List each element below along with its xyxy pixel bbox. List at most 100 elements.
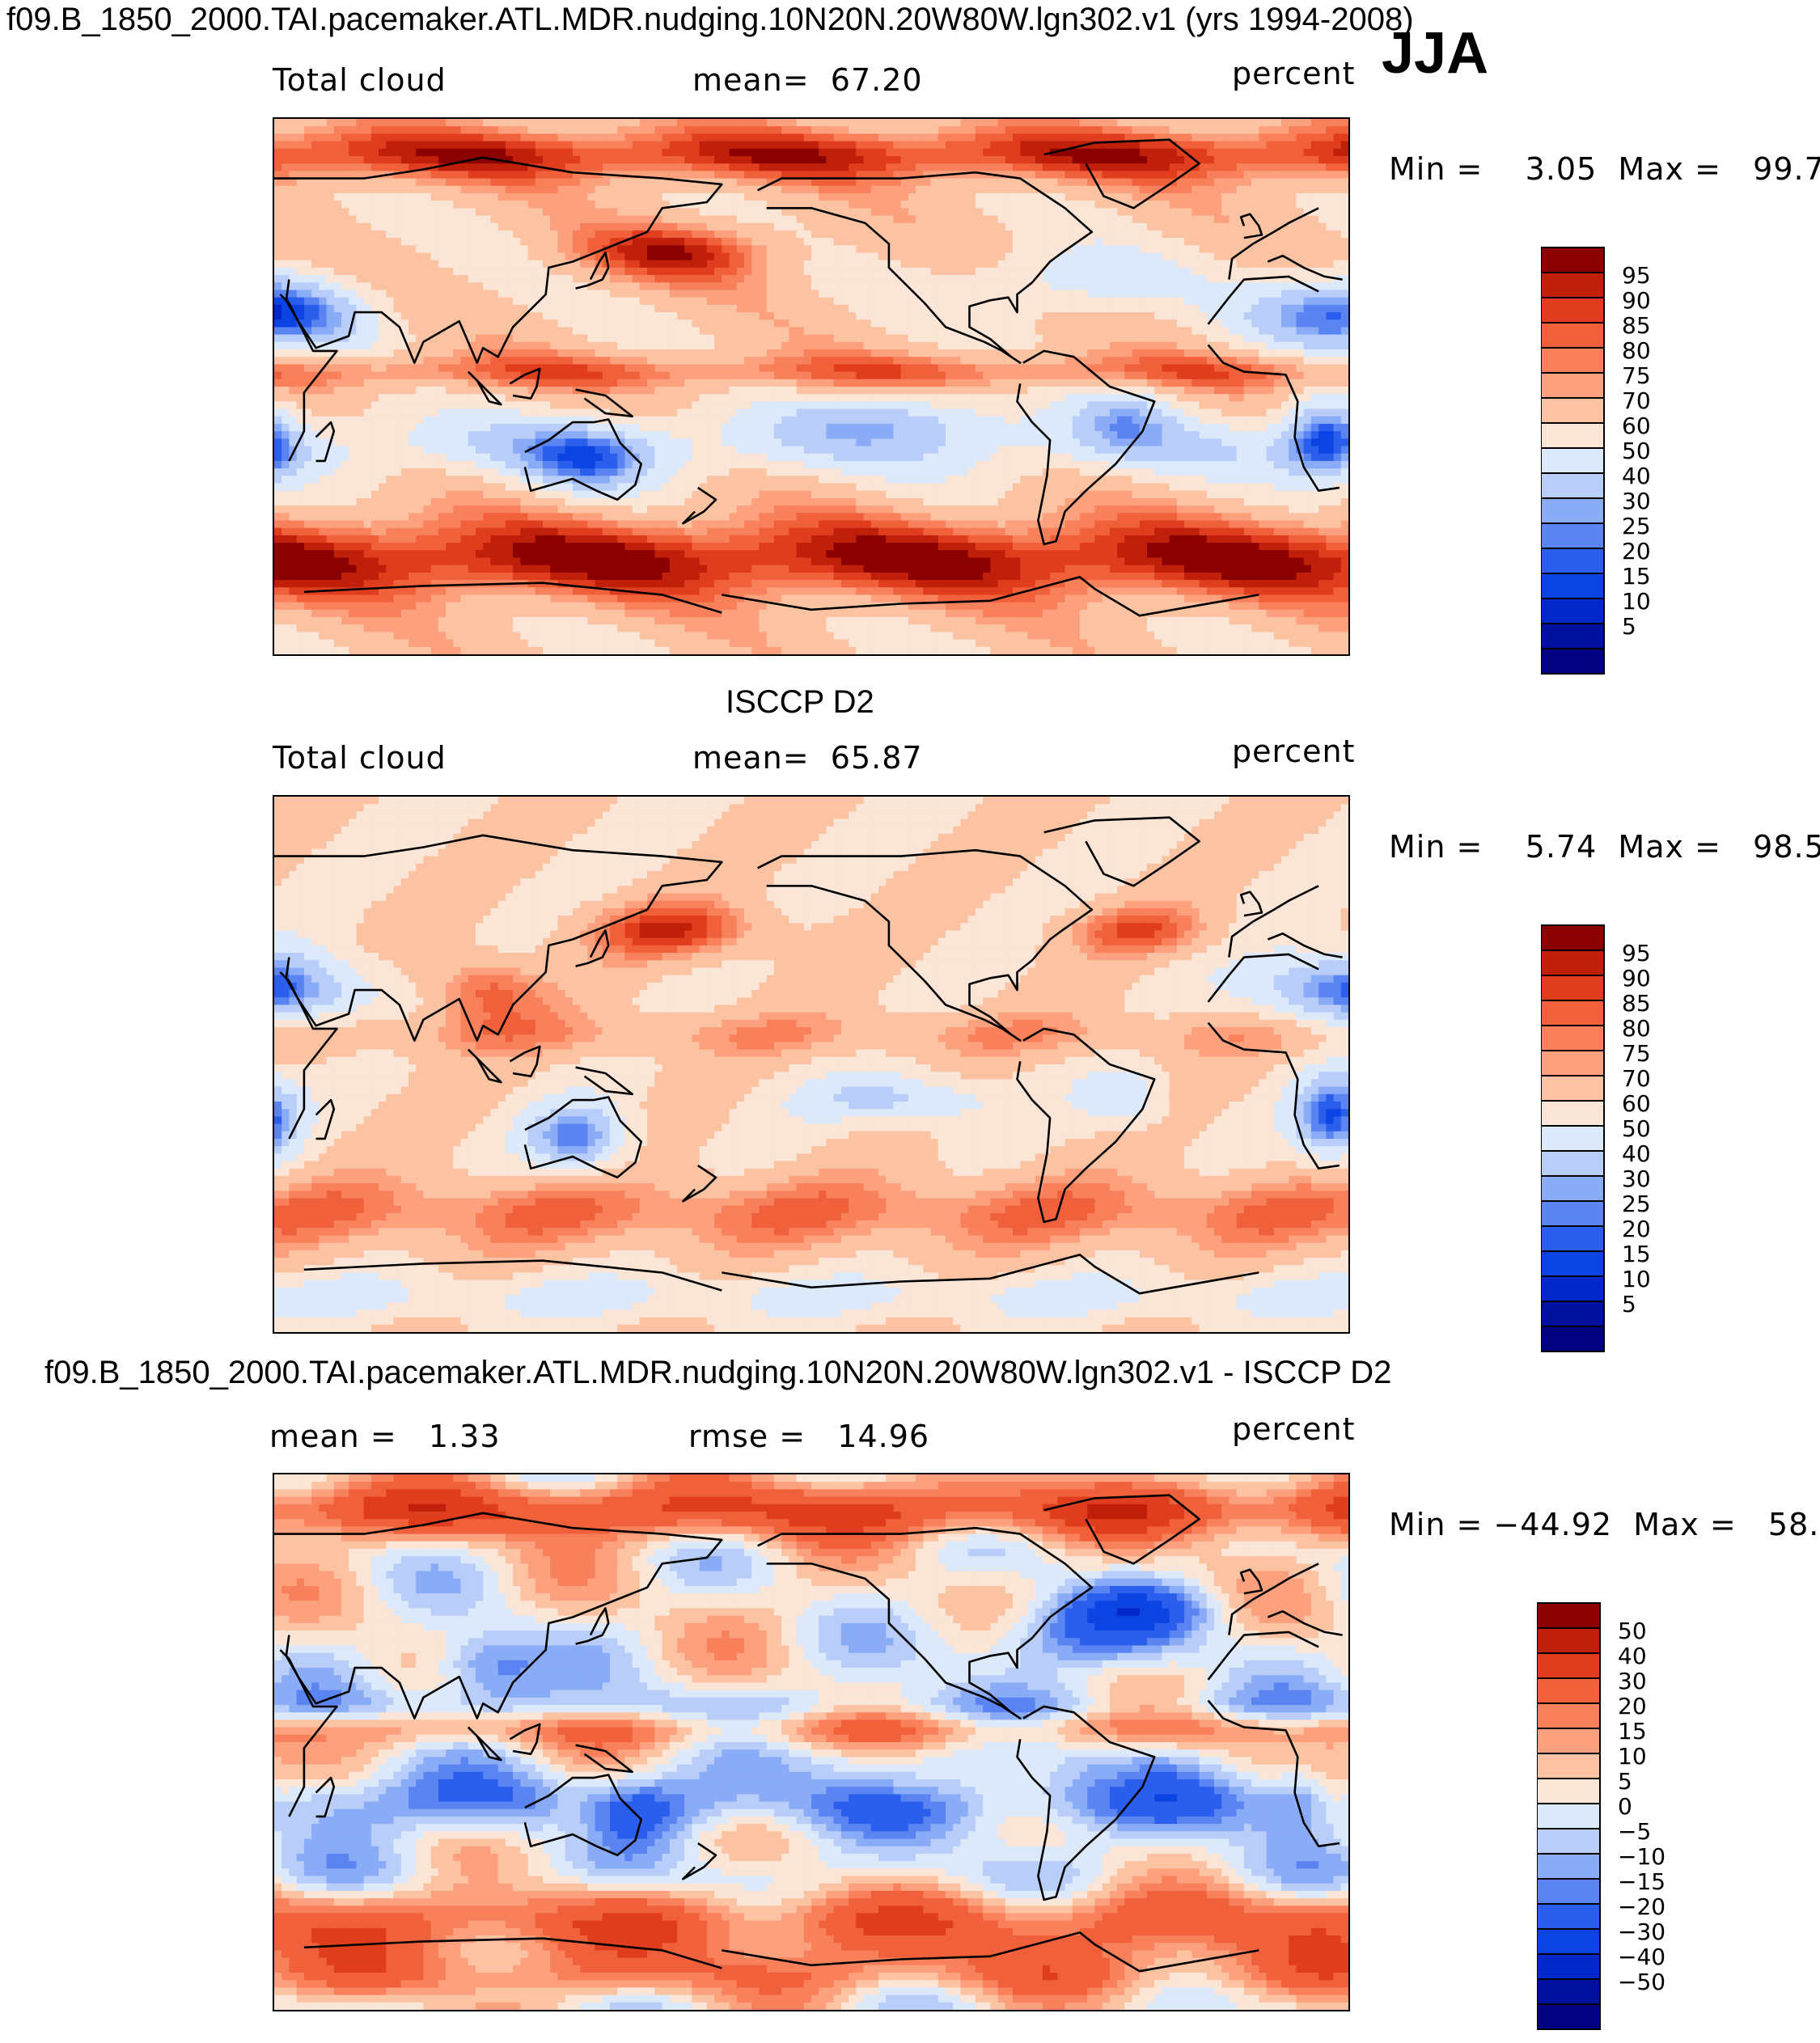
colorbar-swatch (1541, 573, 1605, 599)
colorbar-tick-label: 15 (1622, 563, 1651, 590)
colorbar-swatch (1541, 1225, 1605, 1252)
coastline (303, 1259, 722, 1292)
coastline (575, 388, 634, 418)
colorbar-tick-label: 15 (1618, 1718, 1647, 1745)
panel3-title: f09.B_1850_2000.TAI.pacemaker.ATL.MDR.nu… (44, 1356, 1391, 1389)
colorbar-tick-label: 95 (1622, 262, 1651, 289)
colorbar-tick-label: 95 (1622, 940, 1651, 967)
colorbar-swatch (1537, 1928, 1601, 1955)
contour-fill (274, 119, 1348, 654)
colorbar-swatch (1541, 347, 1605, 374)
coastline (757, 171, 1094, 364)
colorbar-swatch (1537, 1753, 1601, 1779)
coastline (523, 1774, 643, 1857)
colorbar-tick-label: 30 (1622, 488, 1651, 514)
coastline (315, 1098, 336, 1140)
colorbar-swatch (1541, 1200, 1605, 1227)
coastline (1043, 816, 1200, 887)
coastline (509, 1723, 541, 1756)
colorbar-swatch (1541, 447, 1605, 474)
coastline (315, 421, 336, 463)
colorbar-swatch (1537, 1853, 1601, 1880)
colorbar-swatch (1541, 950, 1605, 976)
colorbar-tick-label: 0 (1618, 1793, 1632, 1820)
coastline (1207, 344, 1340, 493)
colorbar-tick-label: 50 (1622, 438, 1651, 464)
colorbar-swatch (1541, 372, 1605, 399)
coastline (1207, 1022, 1340, 1170)
panel2-min-max: Min = 5.74 Max = 98.57 (1389, 831, 1820, 862)
coastline (315, 1776, 336, 1818)
coastline (509, 367, 541, 400)
colorbar-swatch (1541, 1100, 1605, 1127)
panel1-mean-label: mean= 67.20 (692, 65, 923, 95)
colorbar-tick-label: 20 (1622, 538, 1651, 565)
coastline (1016, 349, 1156, 546)
panel3-colorbar: 50 40 30 20 15 10 5 0 −5 −10 −15 −20 −30 −40 −50 (1537, 1576, 1747, 2043)
colorbar-swatch (1537, 1602, 1601, 1629)
colorbar-tick-label: 75 (1622, 362, 1651, 389)
colorbar-swatch (1537, 1978, 1601, 2005)
colorbar-swatch (1541, 522, 1605, 549)
colorbar-tick-label: 75 (1622, 1040, 1651, 1067)
colorbar-swatch (1537, 1803, 1601, 1829)
panel3-mean-label: mean = 1.33 (269, 1421, 501, 1452)
colorbar-swatch (1541, 272, 1605, 298)
coastline (575, 1607, 610, 1645)
colorbar-tick-label: 20 (1618, 1693, 1647, 1719)
colorbar-tick-label: 70 (1622, 1065, 1651, 1092)
panel1-min-max: Min = 3.05 Max = 99.77 (1389, 154, 1820, 184)
colorbar-swatch (1541, 1301, 1605, 1327)
coastline (467, 1726, 502, 1762)
colorbar-tick-label: −40 (1618, 1944, 1666, 1970)
coastline (1043, 138, 1200, 209)
colorbar-swatch (1541, 1000, 1605, 1026)
coastline (1239, 1568, 1263, 1595)
colorbar-tick-label: 60 (1622, 412, 1651, 439)
colorbar-tick-label: 85 (1622, 990, 1651, 1017)
colorbar-swatch (1537, 1878, 1601, 1905)
colorbar-swatch (1537, 1778, 1601, 1804)
colorbar-swatch (1541, 623, 1605, 649)
colorbar-swatch (1541, 397, 1605, 424)
colorbar-swatch (1541, 548, 1605, 574)
colorbar-swatch (1537, 1652, 1601, 1679)
coastline (575, 252, 610, 290)
contour-fill (274, 1474, 1348, 2010)
colorbar-swatch (1541, 1275, 1605, 1302)
colorbar-tick-label: 30 (1622, 1165, 1651, 1192)
coastline (274, 156, 723, 364)
colorbar-swatch (1541, 975, 1605, 1001)
panel1-left-label: Total cloud (273, 65, 447, 95)
colorbar-swatch (1541, 322, 1605, 349)
coastline (1267, 1609, 1343, 1636)
coastline (1239, 213, 1263, 239)
coastline (682, 1842, 717, 1880)
colorbar-tick-label: −5 (1618, 1818, 1651, 1845)
panel3-rmse-label: rmse = 14.96 (688, 1421, 929, 1452)
colorbar-swatch (1541, 924, 1605, 951)
colorbar-swatch (1537, 1702, 1601, 1729)
colorbar-tick-label: 90 (1622, 965, 1651, 992)
colorbar-swatch (1537, 1627, 1601, 1654)
colorbar-tick-label: −10 (1618, 1843, 1666, 1870)
panel1-contour-map (274, 119, 1348, 654)
coastline (1228, 885, 1319, 958)
colorbar-swatch (1541, 1125, 1605, 1152)
coastline (1207, 1699, 1340, 1848)
colorbar-swatch (1537, 1677, 1601, 1704)
colorbar-tick-label: 50 (1622, 1115, 1651, 1142)
coastline (274, 1512, 723, 1719)
colorbar-tick-label: 10 (1618, 1743, 1647, 1770)
coastline (509, 1045, 541, 1078)
panel3-contour-map (274, 1474, 1348, 2010)
panel2-units-label: percent (1232, 736, 1356, 767)
panel2-mean-label: mean= 65.87 (692, 742, 923, 773)
coastline (523, 1096, 643, 1179)
panel2-map (273, 795, 1350, 1334)
colorbar-swatch (1537, 1903, 1601, 1930)
colorbar-swatch (1541, 1150, 1605, 1177)
coastline (1207, 1631, 1319, 1681)
colorbar-tick-label: −20 (1618, 1893, 1666, 1920)
coastline (467, 1048, 502, 1084)
